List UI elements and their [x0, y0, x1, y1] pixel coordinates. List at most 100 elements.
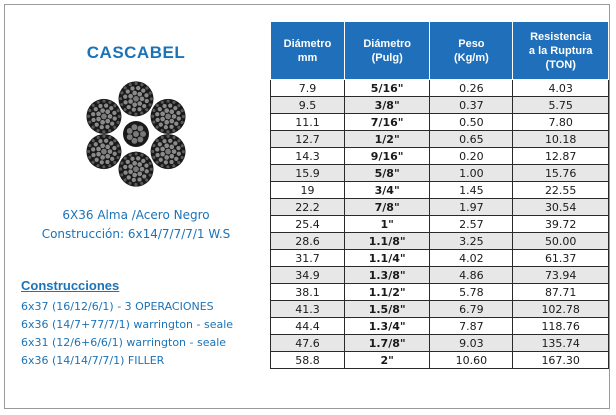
- table-cell: 5/16": [343, 79, 431, 97]
- header-diametro-pulg: Diámetro (Pulg): [343, 21, 431, 80]
- table-cell: 10.18: [512, 130, 609, 148]
- table-row: 7.9 5/16" 0.26 4.03: [270, 79, 609, 97]
- table-cell: 7/16": [343, 113, 431, 131]
- table-cell: 1.1/4": [343, 249, 431, 267]
- table-row: 12.7 1/2" 0.65 10.18: [270, 130, 609, 148]
- table-cell: 2": [343, 351, 431, 369]
- table-row: 14.3 9/16" 0.20 12.87: [270, 147, 609, 165]
- header-line: a la Ruptura: [528, 44, 593, 57]
- table-cell: 1.45: [429, 181, 514, 199]
- table-cell: 7.87: [429, 317, 514, 335]
- table-cell: 1.1/8": [343, 232, 431, 250]
- table-cell: 31.7: [270, 249, 345, 267]
- header-line: (TON): [545, 58, 576, 71]
- table-cell: 1.97: [429, 198, 514, 216]
- table-row: 11.1 7/16" 0.50 7.80: [270, 113, 609, 131]
- construccion-item: 6x36 (14/14/7/7/1) FILLER: [21, 354, 165, 367]
- table-row: 58.8 2" 10.60 167.30: [270, 351, 609, 369]
- table-row: 44.4 1.3/4" 7.87 118.76: [270, 317, 609, 335]
- table-cell: 41.3: [270, 300, 345, 318]
- table-cell: 11.1: [270, 113, 345, 131]
- table-cell: 4.02: [429, 249, 514, 267]
- table-cell: 12.87: [512, 147, 609, 165]
- table-cell: 10.60: [429, 351, 514, 369]
- table-cell: 4.86: [429, 266, 514, 284]
- header-line: mm: [297, 51, 318, 64]
- table-cell: 3.25: [429, 232, 514, 250]
- table-cell: 1.1/2": [343, 283, 431, 301]
- table-cell: 1.5/8": [343, 300, 431, 318]
- table-cell: 3/4": [343, 181, 431, 199]
- table-cell: 4.03: [512, 79, 609, 97]
- table-cell: 1.3/4": [343, 317, 431, 335]
- table-cell: 61.37: [512, 249, 609, 267]
- table-row: 38.1 1.1/2" 5.78 87.71: [270, 283, 609, 301]
- table-cell: 2.57: [429, 215, 514, 233]
- header-line: (Kg/m): [453, 51, 489, 64]
- header-line: Diámetro: [363, 37, 411, 50]
- spec-sheet: CASCABEL 6X36 Alma /Acero Negro Construc…: [4, 4, 610, 409]
- table-cell: 167.30: [512, 351, 609, 369]
- table-cell: 0.50: [429, 113, 514, 131]
- table-cell: 28.6: [270, 232, 345, 250]
- construcciones-list: 6x37 (16/12/6/1) - 3 OPERACIONES 6x36 (14…: [21, 298, 233, 370]
- table-cell: 118.76: [512, 317, 609, 335]
- table-cell: 1.3/8": [343, 266, 431, 284]
- header-line: Resistencia: [530, 30, 592, 43]
- table-cell: 15.76: [512, 164, 609, 182]
- construccion-item: 6x31 (12/6+6/6/1) warrington - seale: [21, 336, 227, 349]
- table-row: 19 3/4" 1.45 22.55: [270, 181, 609, 199]
- table-cell: 3/8": [343, 96, 431, 114]
- wire-rope-cross-section-icon: [86, 81, 186, 187]
- table-cell: 14.3: [270, 147, 345, 165]
- table-cell: 0.26: [429, 79, 514, 97]
- header-resistencia: Resistencia a la Ruptura (TON): [512, 21, 609, 80]
- table-cell: 30.54: [512, 198, 609, 216]
- header-peso: Peso (Kg/m): [429, 21, 514, 80]
- table-cell: 102.78: [512, 300, 609, 318]
- table-cell: 44.4: [270, 317, 345, 335]
- table-cell: 22.55: [512, 181, 609, 199]
- table-header-row: Diámetro mm Diámetro (Pulg) Peso (Kg/m) Resist…: [270, 21, 609, 80]
- spec-construction: Construcción: 6x14/7/7/7/1 W.S: [41, 227, 231, 241]
- table-row: 41.3 1.5/8" 6.79 102.78: [270, 300, 609, 318]
- table-cell: 1.00: [429, 164, 514, 182]
- table-cell: 7.80: [512, 113, 609, 131]
- table-row: 28.6 1.1/8" 3.25 50.00: [270, 232, 609, 250]
- header-line: (Pulg): [371, 51, 403, 64]
- construcciones-title: Construcciones: [21, 278, 120, 293]
- construccion-item: 6x37 (16/12/6/1) - 3 OPERACIONES: [21, 300, 214, 313]
- table-cell: 5.78: [429, 283, 514, 301]
- table-cell: 9.5: [270, 96, 345, 114]
- table-cell: 34.9: [270, 266, 345, 284]
- table-row: 34.9 1.3/8" 4.86 73.94: [270, 266, 609, 284]
- table-cell: 7/8": [343, 198, 431, 216]
- header-line: Peso: [458, 37, 485, 50]
- table-cell: 0.20: [429, 147, 514, 165]
- table-cell: 0.37: [429, 96, 514, 114]
- construccion-item: 6x36 (14/7+77/7/1) warrington - seale: [21, 318, 234, 331]
- table-cell: 7.9: [270, 79, 345, 97]
- product-panel: CASCABEL 6X36 Alma /Acero Negro Construc…: [5, 5, 267, 410]
- table-body: 7.9 5/16" 0.26 4.03 9.5 3/8" 0.37 5.75 11.1 7/16"…: [270, 79, 609, 369]
- spec-core: 6X36 Alma /Acero Negro: [62, 208, 210, 222]
- table-cell: 22.2: [270, 198, 345, 216]
- specs-table: Diámetro mm Diámetro (Pulg) Peso (Kg/m) Resist…: [270, 21, 609, 369]
- table-cell: 135.74: [512, 334, 609, 352]
- table-cell: 5/8": [343, 164, 431, 182]
- header-diametro-mm: Diámetro mm: [270, 21, 345, 80]
- table-cell: 12.7: [270, 130, 345, 148]
- table-cell: 9.03: [429, 334, 514, 352]
- table-cell: 39.72: [512, 215, 609, 233]
- table-cell: 6.79: [429, 300, 514, 318]
- table-cell: 50.00: [512, 232, 609, 250]
- table-cell: 58.8: [270, 351, 345, 369]
- table-cell: 1.7/8": [343, 334, 431, 352]
- table-cell: 5.75: [512, 96, 609, 114]
- table-row: 22.2 7/8" 1.97 30.54: [270, 198, 609, 216]
- table-cell: 9/16": [343, 147, 431, 165]
- table-cell: 38.1: [270, 283, 345, 301]
- table-cell: 47.6: [270, 334, 345, 352]
- brand-title: CASCABEL: [86, 43, 186, 62]
- table-cell: 1/2": [343, 130, 431, 148]
